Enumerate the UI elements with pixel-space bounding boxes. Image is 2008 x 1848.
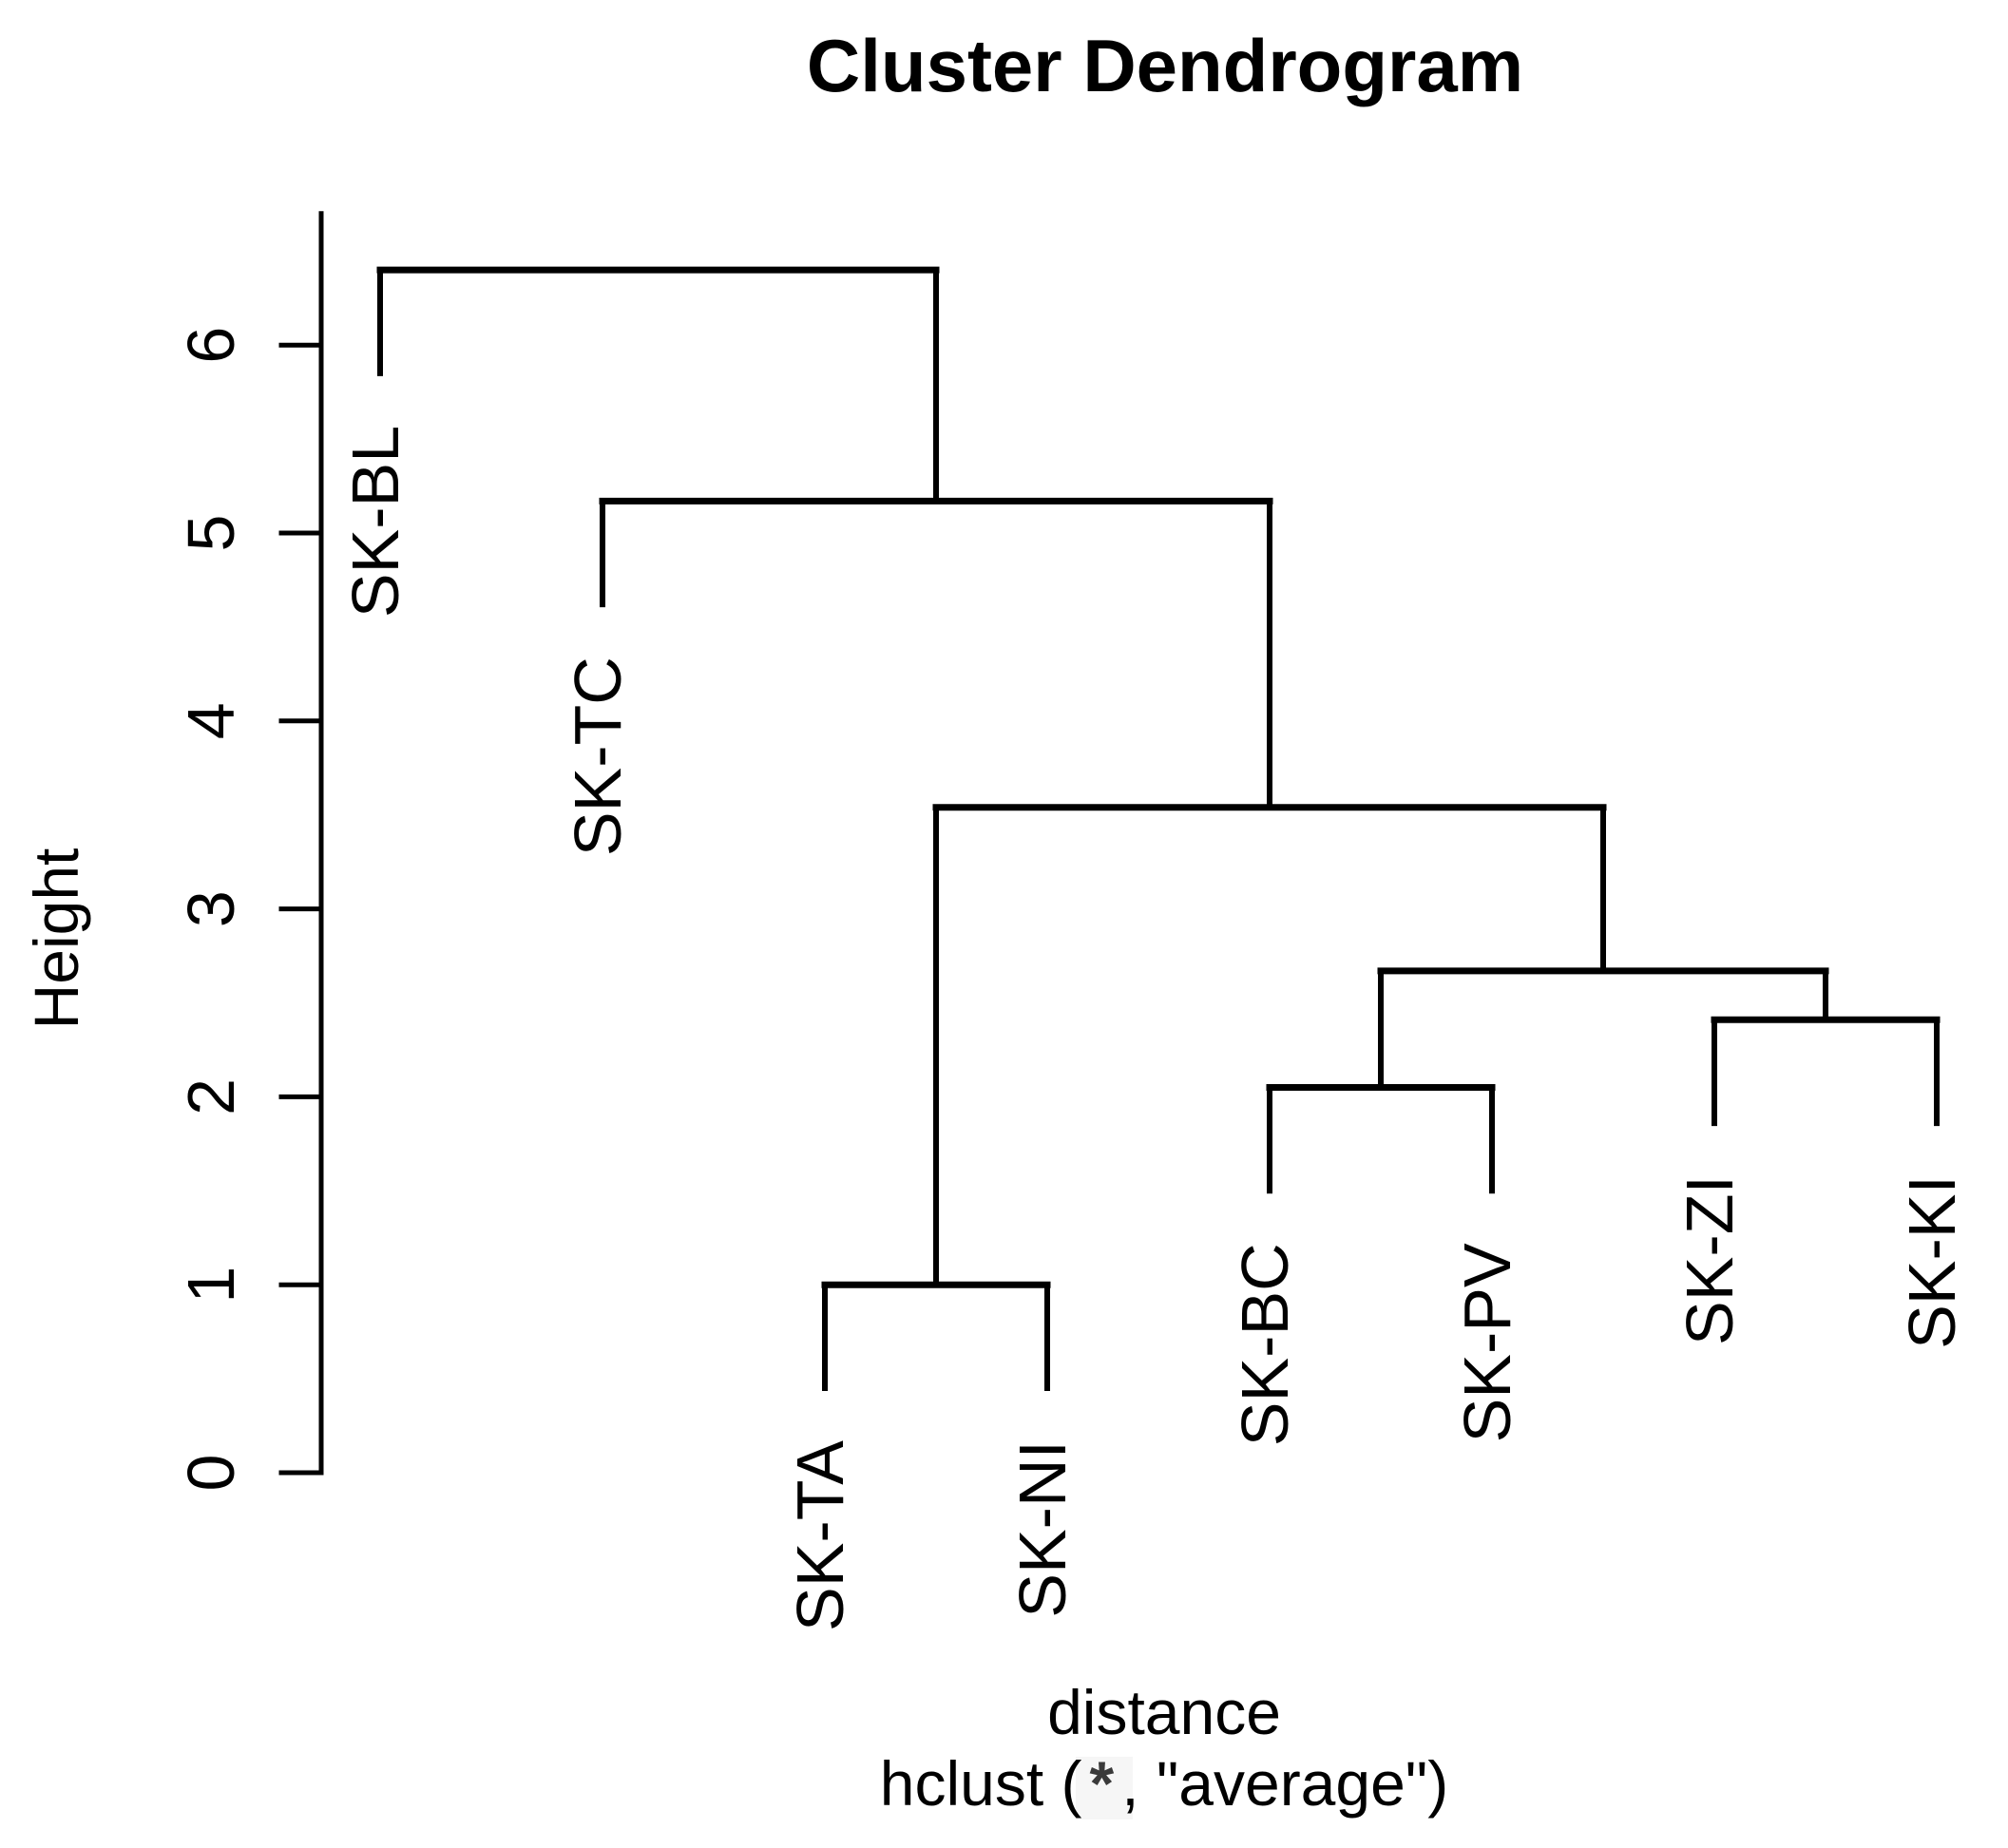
leaf-label: SK-TC <box>561 657 635 856</box>
subtitle-asterisk: * <box>1090 1748 1115 1819</box>
asterisk-highlight-box <box>1076 1757 1133 1819</box>
y-tick-label: 5 <box>174 515 248 552</box>
y-axis-title: Height <box>21 848 91 1030</box>
leaf-label: SK-NI <box>1005 1440 1080 1618</box>
leaf-label: SK-PV <box>1450 1243 1524 1442</box>
y-tick-label: 1 <box>174 1267 248 1304</box>
dendrogram-tree <box>376 266 1941 1391</box>
y-tick-label: 3 <box>174 890 248 927</box>
subtitle-caption: hclust (*, "average") <box>880 1748 1448 1819</box>
leaf-label: SK-TA <box>783 1440 857 1631</box>
chart-title: Cluster Dendrogram <box>807 24 1523 107</box>
leaf-labels: SK-TA SK-NI SK-BC SK-PV SK-ZI SK-KI SK-TC SK-BL <box>338 426 1969 1631</box>
leaf-label: SK-ZI <box>1673 1175 1747 1345</box>
leaf-label: SK-BC <box>1228 1243 1302 1446</box>
leaf-label: SK-BL <box>338 426 412 618</box>
y-axis: 0 1 2 3 4 5 6 <box>174 211 324 1492</box>
leaf-label: SK-KI <box>1895 1175 1969 1349</box>
subtitle-suffix: , "average") <box>1121 1748 1448 1819</box>
x-axis-title: distance <box>1047 1677 1281 1747</box>
y-tick-label: 0 <box>174 1455 248 1492</box>
subtitle-prefix: hclust ( <box>880 1748 1082 1819</box>
y-tick-label: 6 <box>174 327 248 364</box>
y-tick-label: 4 <box>174 702 248 739</box>
y-tick-label: 2 <box>174 1078 248 1115</box>
